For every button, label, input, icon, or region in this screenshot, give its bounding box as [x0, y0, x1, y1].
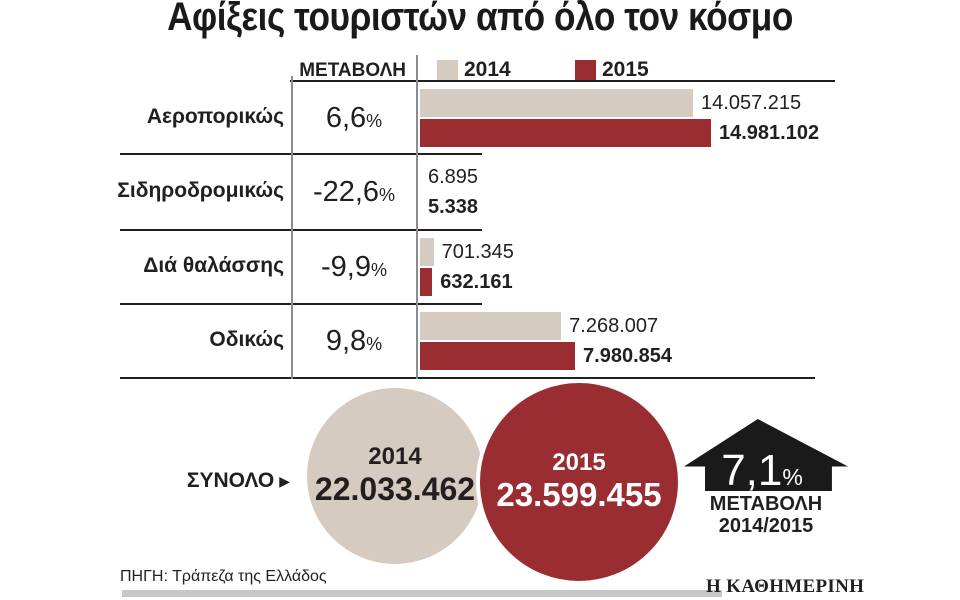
- row-divider: [120, 153, 482, 155]
- bar-group-sea: 701.345 632.161: [420, 238, 955, 298]
- circle-value: 23.599.455: [496, 476, 662, 514]
- percent-number: 7,1: [721, 446, 783, 495]
- table-bottom-rule: [120, 377, 815, 379]
- change-value-road: 9,8%: [294, 322, 414, 363]
- total-label-text: ΣΥΝΟΛΟ: [186, 469, 275, 492]
- bar-value-2014: 14.057.215: [701, 92, 802, 114]
- bar-2014: [420, 89, 694, 117]
- bar-value-2015: 632.161: [440, 271, 513, 293]
- bar-value-2015: 14.981.102: [719, 122, 820, 144]
- footer-rule: [122, 590, 722, 597]
- header-rule: [290, 80, 835, 82]
- legend-swatch-2015: [575, 60, 596, 81]
- bar-value-2015: 7.980.854: [583, 345, 672, 367]
- row-divider: [120, 229, 482, 231]
- page-title: Αφίξεις τουριστών από όλο τον κόσμο: [167, 0, 793, 39]
- bar-group-road: 7.268.007 7.980.854: [420, 312, 955, 372]
- bar-group-rail: 6.895 5.338: [420, 163, 955, 223]
- arrow-caption-line2: 2014/2015: [718, 515, 814, 537]
- bar-value-2014: 7.268.007: [569, 315, 659, 337]
- change-value-sea: -9,9%: [294, 248, 414, 289]
- bar-2015: [420, 268, 433, 296]
- bar-value-2014: 701.345: [441, 241, 514, 263]
- change-number: 9,8: [325, 325, 367, 357]
- percent-sign: %: [366, 111, 383, 131]
- legend-label-2014: 2014: [464, 58, 511, 81]
- bar-value-2015: 5.338: [428, 196, 479, 218]
- change-column-header: ΜΕΤΑΒΟΛΗ: [299, 60, 406, 81]
- row-label-sea: Διά θαλάσσης: [143, 254, 284, 277]
- percent-sign: %: [379, 185, 396, 205]
- percent-sign: %: [366, 334, 383, 354]
- total-circle-2015: 2015 23.599.455: [476, 379, 682, 585]
- legend-swatch-2014: [437, 60, 458, 81]
- column-divider: [291, 76, 293, 379]
- legend-label-2015: 2015: [602, 58, 649, 81]
- pointer-right-icon: ▶: [279, 473, 290, 489]
- bar-2015: [420, 119, 711, 147]
- total-circle-2014: 2014 22.033.462: [307, 388, 483, 564]
- total-change-percent: 7,1%: [684, 446, 840, 495]
- change-value-rail: -22,6%: [294, 173, 414, 214]
- percent-sign: %: [782, 464, 803, 490]
- change-number: -9,9: [321, 251, 371, 283]
- row-label-road: Οδικώς: [209, 328, 284, 351]
- circle-value: 22.033.462: [314, 470, 476, 507]
- column-divider: [416, 55, 418, 379]
- change-number: 6,6: [325, 102, 367, 134]
- bar-group-air: 14.057.215 14.981.102: [420, 89, 955, 149]
- up-arrow-icon: 7,1%: [684, 419, 848, 491]
- change-number: -22,6: [312, 176, 380, 208]
- bar-2015: [420, 342, 576, 370]
- bar-2014: [420, 238, 434, 266]
- bar-value-2014: 6.895: [428, 166, 479, 188]
- circle-year: 2014: [368, 443, 422, 471]
- change-value-air: 6,6%: [294, 99, 414, 140]
- row-label-rail: Σιδηροδρομικώς: [117, 179, 284, 202]
- kathimerini-logo: Η ΚΑΘΗΜΕΡΙΝΗ: [706, 576, 865, 597]
- percent-sign: %: [370, 260, 387, 280]
- row-divider: [120, 303, 482, 305]
- row-label-air: Αεροπορικώς: [146, 105, 284, 128]
- bar-2014: [420, 312, 562, 340]
- circle-year: 2015: [552, 448, 606, 476]
- arrow-caption-line1: ΜΕΤΑΒΟΛΗ: [709, 493, 823, 515]
- total-label: ΣΥΝΟΛΟ ▶: [130, 469, 290, 493]
- source-note: ΠΗΓΗ: Τράπεζα της Ελλάδος: [120, 568, 327, 585]
